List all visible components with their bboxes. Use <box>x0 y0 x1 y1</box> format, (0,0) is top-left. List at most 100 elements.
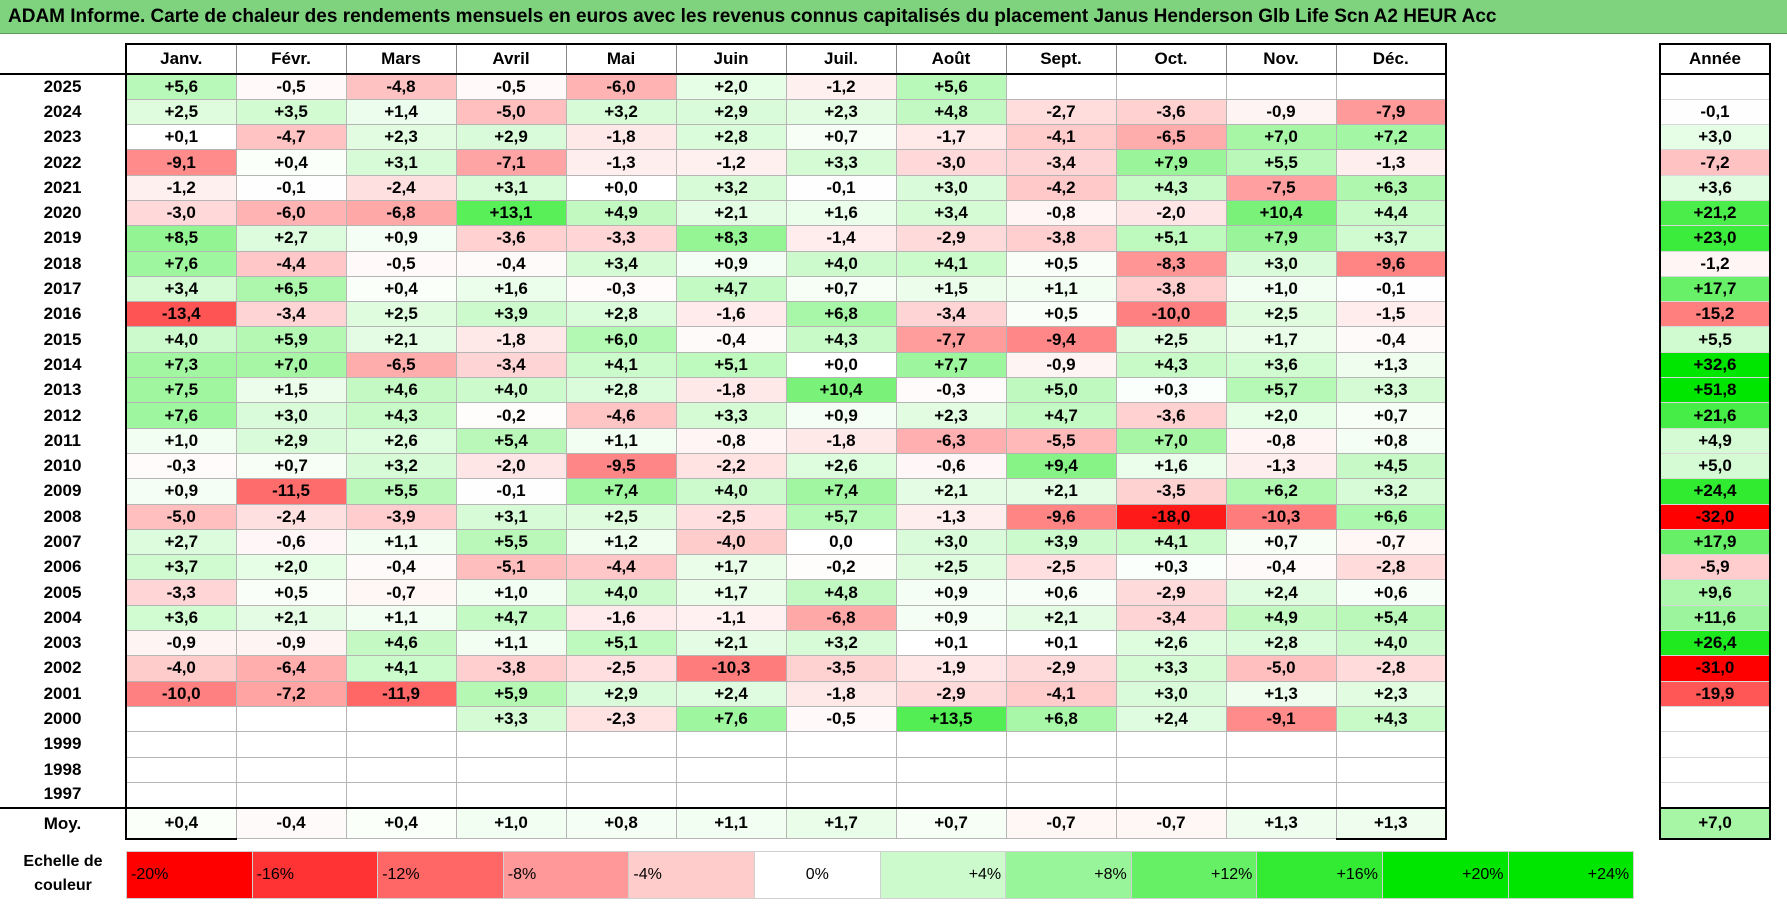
month-value-cell: +2,6 <box>1115 630 1227 657</box>
month-value-cell: +1,1 <box>345 528 457 556</box>
month-value-cell <box>1225 781 1337 809</box>
annual-value-cell: +3,6 <box>1659 174 1771 201</box>
month-value-cell: +1,7 <box>675 554 787 581</box>
month-value-cell: +2,5 <box>565 503 677 530</box>
month-value-cell: +0,0 <box>785 351 897 379</box>
month-value-cell: -3,4 <box>895 301 1007 328</box>
month-value-cell: +4,7 <box>675 275 787 303</box>
month-value-cell: +5,1 <box>1115 225 1227 252</box>
annual-row: -7,2 <box>1659 149 1771 176</box>
month-value-cell <box>345 781 457 809</box>
color-scale-step: +4% <box>879 851 1007 899</box>
month-value-cell: -0,1 <box>235 174 347 201</box>
month-value-cell: +6,0 <box>565 326 677 353</box>
year-label: 1998 <box>0 757 126 783</box>
month-value-cell: -4,8 <box>345 73 457 100</box>
month-value-cell <box>1005 781 1117 809</box>
month-value-cell: -4,0 <box>675 528 787 556</box>
year-label: 2023 <box>0 124 126 150</box>
month-value-cell: +3,7 <box>125 554 237 581</box>
month-value-cell: +3,3 <box>455 705 567 733</box>
annual-value-cell: -7,2 <box>1659 149 1771 176</box>
month-value-cell: +4,0 <box>455 377 567 404</box>
annual-row: +21,6 <box>1659 402 1771 429</box>
average-cell: +1,3 <box>1335 806 1447 840</box>
month-value-cell: -6,4 <box>235 655 347 682</box>
color-scale-step: +8% <box>1005 851 1132 899</box>
month-value-cell: +7,2 <box>1335 124 1447 151</box>
year-label: 1997 <box>0 782 126 809</box>
month-value-cell: +13,1 <box>455 199 567 227</box>
month-value-cell: +7,0 <box>1225 124 1337 151</box>
month-value-cell: +3,1 <box>455 503 567 530</box>
year-row: 2003 -0,9 -0,9 +4,6 +1,1 +5,1 +2,1 +3,2 +0,1 +0,1… <box>0 630 1447 657</box>
month-value-cell: +6,8 <box>785 301 897 328</box>
month-value-cell: +2,9 <box>455 124 567 151</box>
month-value-cell: +9,4 <box>1005 452 1117 480</box>
month-value-cell: +4,3 <box>1115 174 1227 201</box>
month-value-cell: +3,0 <box>1225 250 1337 277</box>
month-value-cell: +7,6 <box>125 250 237 277</box>
month-value-cell <box>895 731 1007 758</box>
month-value-cell: -5,0 <box>1225 655 1337 682</box>
annual-value-cell: -0,1 <box>1659 98 1771 125</box>
month-value-cell: +7,6 <box>675 705 787 733</box>
annual-row: +24,4 <box>1659 478 1771 505</box>
month-value-cell <box>345 756 457 783</box>
annual-row <box>1659 73 1771 100</box>
month-value-cell: +7,9 <box>1115 149 1227 176</box>
month-value-cell: -1,2 <box>675 149 787 176</box>
month-value-cell: +4,8 <box>895 98 1007 126</box>
month-header: Juil. <box>785 43 897 75</box>
month-value-cell: -1,8 <box>675 377 787 404</box>
annual-value-cell <box>1659 73 1771 100</box>
year-row: 2014 +7,3 +7,0 -6,5 -3,4 +4,1 +5,1 +0,0 +7,7 -0,9… <box>0 351 1447 379</box>
annual-row: +17,9 <box>1659 528 1771 555</box>
month-value-cell: -0,1 <box>1335 275 1447 303</box>
month-header: Mai <box>565 43 677 75</box>
month-value-cell: +5,1 <box>675 351 787 379</box>
month-value-cell: -0,8 <box>1005 199 1117 227</box>
year-row: 2009 +0,9 -11,5 +5,5 -0,1 +7,4 +4,0 +7,4 +2,1 +2,… <box>0 478 1447 505</box>
month-value-cell <box>1225 756 1337 783</box>
year-label: 2021 <box>0 175 126 201</box>
year-row: 2021 -1,2 -0,1 -2,4 +3,1 +0,0 +3,2 -0,1 +3,0 -4,2… <box>0 174 1447 201</box>
year-label: 2010 <box>0 453 126 479</box>
month-value-cell: +1,6 <box>455 275 567 303</box>
month-value-cell: +7,6 <box>125 402 237 429</box>
month-value-cell: -3,0 <box>125 199 237 227</box>
annual-value-cell: +4,9 <box>1659 427 1771 454</box>
month-value-cell: +4,8 <box>785 579 897 606</box>
month-value-cell: +4,0 <box>675 478 787 505</box>
annual-row: +23,0 <box>1659 225 1771 252</box>
average-cell: -0,7 <box>1115 806 1227 840</box>
year-row: 1998 <box>0 756 1447 783</box>
annual-row: +32,6 <box>1659 351 1771 378</box>
annual-row <box>1659 781 1771 809</box>
month-value-cell: +8,3 <box>675 225 787 252</box>
month-value-cell: -4,4 <box>565 554 677 581</box>
month-value-cell <box>895 756 1007 783</box>
year-row: 2006 +3,7 +2,0 -0,4 -5,1 -4,4 +1,7 -0,2 +2,5 -2,5… <box>0 554 1447 581</box>
annual-row: -0,1 <box>1659 98 1771 125</box>
month-value-cell: +2,9 <box>235 427 347 454</box>
month-header: Oct. <box>1115 43 1227 75</box>
month-value-cell: +3,1 <box>345 149 457 176</box>
month-value-cell: -0,2 <box>785 554 897 581</box>
average-label: Moy. <box>0 806 126 839</box>
month-value-cell: +0,4 <box>345 275 457 303</box>
month-value-cell: +3,9 <box>1005 528 1117 556</box>
month-value-cell: -0,3 <box>565 275 677 303</box>
month-value-cell: -2,9 <box>895 225 1007 252</box>
month-value-cell: -1,9 <box>895 655 1007 682</box>
annual-row: +9,6 <box>1659 579 1771 606</box>
annual-row: -5,9 <box>1659 554 1771 580</box>
year-label: 2009 <box>0 478 126 505</box>
month-value-cell: +4,3 <box>345 402 457 429</box>
month-value-cell: -3,8 <box>1005 225 1117 252</box>
annual-value-cell: +5,5 <box>1659 326 1771 353</box>
month-value-cell: +2,1 <box>895 478 1007 505</box>
month-value-cell: -0,9 <box>1225 98 1337 126</box>
year-row: 2011 +1,0 +2,9 +2,6 +5,4 +1,1 -0,8 -1,8 -6,3 -5,5… <box>0 427 1447 454</box>
month-value-cell: -0,5 <box>785 705 897 733</box>
